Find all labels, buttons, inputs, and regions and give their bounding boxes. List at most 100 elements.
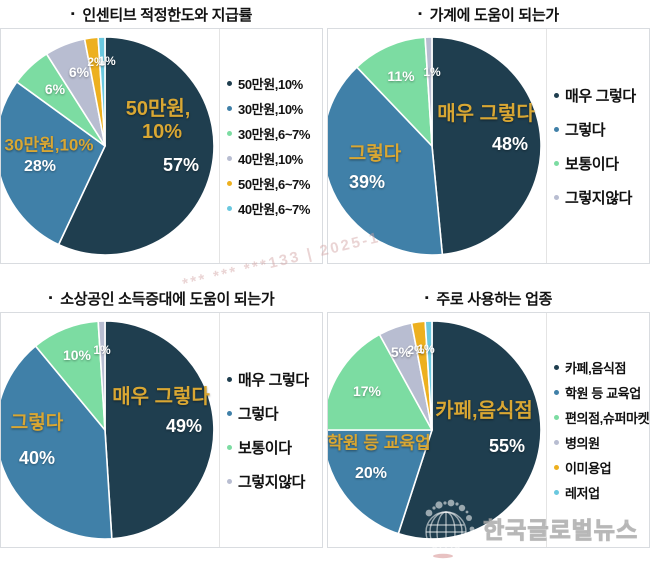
legend-item: 50만원,6~7% (227, 174, 322, 193)
legend-item: 그렇다 (554, 119, 649, 140)
legend-item: 보통이다 (227, 437, 322, 458)
pie-slice (355, 36, 433, 147)
legend-label: 40만원,6~7% (238, 202, 311, 217)
legend-bullet-icon (227, 410, 232, 416)
pie-chart: 매우 그렇다 49% 그렇다 40% 10% 1% (1, 313, 220, 547)
title-bullet-icon: ▪ (418, 8, 422, 20)
legend-bullet-icon (554, 365, 559, 370)
legend-item: 그렇지않다 (554, 187, 649, 208)
legend-item: 그렇다 (227, 403, 322, 424)
pie-chart: 매우 그렇다 48% 그렇다 39% 11% 1% (328, 29, 547, 263)
legend-bullet-icon (227, 444, 232, 450)
legend-item: 30만원,6~7% (227, 124, 322, 143)
logo-red-mark (433, 553, 453, 559)
charts-grid: ▪ 인센티브 적정한도와 지급률 50만원, 10% 57% 30만원,10% 28% 6… (0, 0, 650, 548)
legend-bullet-icon (554, 126, 559, 132)
pie (328, 320, 542, 540)
chart-cell-4: ▪ 주로 사용하는 업종 카페,음식점 55% 학원 등 교육업 20% 17% 5% 2%… (327, 284, 650, 548)
legend-item: 레저업 (554, 483, 649, 502)
pie-slice (57, 36, 215, 256)
legend-bullet-icon (554, 490, 559, 495)
legend-item: 50만원,10% (227, 74, 322, 93)
legend-item: 40만원,10% (227, 149, 322, 168)
legend-item: 병의원 (554, 433, 649, 452)
legend-label: 편의점,슈퍼마켓 (565, 411, 650, 426)
pie-slice (424, 36, 433, 147)
chart-cell-3: ▪ 소상공인 소득증대에 도움이 되는가 매우 그렇다 49% 그렇다 40% 10% 1… (0, 284, 323, 548)
pie-slice (97, 36, 106, 147)
pie-slice (328, 429, 433, 535)
legend-bullet-icon (554, 465, 559, 470)
pie-chart: 카페,음식점 55% 학원 등 교육업 20% 17% 5% 2% 1% (327, 313, 547, 547)
title-bullet-icon: ▪ (48, 292, 53, 304)
legend-label: 30만원,6~7% (238, 127, 311, 142)
legend-bullet-icon (554, 194, 559, 200)
legend-item: 30만원,10% (227, 99, 322, 118)
chart-legend: 50만원,10% 30만원,10% 30만원,6~7% 40만원,10% 50만원,6~… (220, 29, 322, 263)
legend-item: 매우 그렇다 (554, 85, 649, 106)
legend-label: 레저업 (565, 486, 600, 501)
chart-title-text: 주로 사용하는 업종 (436, 290, 553, 308)
legend-label: 40만원,10% (238, 152, 303, 167)
legend-label: 보통이다 (565, 155, 619, 173)
pie-slice (97, 320, 106, 431)
pie (1, 36, 215, 256)
legend-label: 그렇지않다 (238, 473, 306, 491)
legend-item: 매우 그렇다 (227, 369, 322, 390)
legend-bullet-icon (227, 131, 232, 136)
legend-label: 30만원,10% (238, 102, 303, 117)
legend-label: 50만원,6~7% (238, 177, 311, 192)
legend-label: 매우 그렇다 (238, 371, 309, 389)
legend-label: 병의원 (565, 436, 600, 451)
legend-label: 그렇다 (238, 405, 279, 423)
legend-item: 편의점,슈퍼마켓 (554, 408, 650, 427)
chart-title-text: 소상공인 소득증대에 도움이 되는가 (60, 290, 275, 308)
pie (1, 320, 215, 540)
pie (328, 36, 542, 256)
chart-box: 50만원, 10% 57% 30만원,10% 28% 6% 6% 2% 1% 50만원,10% 3… (0, 28, 323, 264)
legend-label: 그렇다 (565, 121, 606, 139)
pie-slice (1, 81, 106, 246)
chart-cell-2: ▪ 가계에 도움이 되는가 매우 그렇다 48% 그렇다 39% 11% 1% 매우 그렇… (327, 0, 650, 264)
legend-bullet-icon (554, 390, 559, 395)
chart-title: ▪ 가계에 도움이 되는가 (327, 0, 650, 28)
pie-slice (328, 66, 444, 256)
chart-title: ▪ 소상공인 소득증대에 도움이 되는가 (0, 284, 323, 312)
chart-title: ▪ 주로 사용하는 업종 (327, 284, 650, 312)
legend-bullet-icon (554, 92, 559, 98)
legend-bullet-icon (227, 206, 232, 211)
pie-chart: 50만원, 10% 57% 30만원,10% 28% 6% 6% 2% 1% (1, 29, 220, 263)
legend-label: 카페,음식점 (565, 361, 627, 376)
legend-item: 이미용업 (554, 458, 649, 477)
legend-label: 매우 그렇다 (565, 87, 636, 105)
legend-bullet-icon (227, 181, 232, 186)
chart-title: ▪ 인센티브 적정한도와 지급률 (0, 0, 323, 28)
legend-bullet-icon (227, 106, 232, 111)
legend-bullet-icon (554, 160, 559, 166)
title-bullet-icon: ▪ (424, 292, 429, 304)
legend-item: 그렇지않다 (227, 471, 322, 492)
legend-bullet-icon (227, 81, 232, 86)
title-bullet-icon: ▪ (70, 8, 75, 20)
legend-label: 학원 등 교육업 (565, 386, 641, 401)
legend-item: 보통이다 (554, 153, 649, 174)
legend-bullet-icon (227, 376, 232, 382)
pie-slice (1, 345, 113, 540)
legend-item: 학원 등 교육업 (554, 383, 649, 402)
legend-bullet-icon (227, 478, 232, 484)
chart-title-text: 가계에 도움이 되는가 (429, 6, 560, 24)
pie-slice (328, 333, 433, 431)
legend-item: 카페,음식점 (554, 358, 649, 377)
legend-bullet-icon (554, 440, 559, 445)
pie-slice (424, 320, 433, 431)
pie-slice (431, 36, 542, 256)
pie-slice (104, 320, 215, 540)
chart-title-text: 인센티브 적정한도와 지급률 (82, 6, 253, 24)
